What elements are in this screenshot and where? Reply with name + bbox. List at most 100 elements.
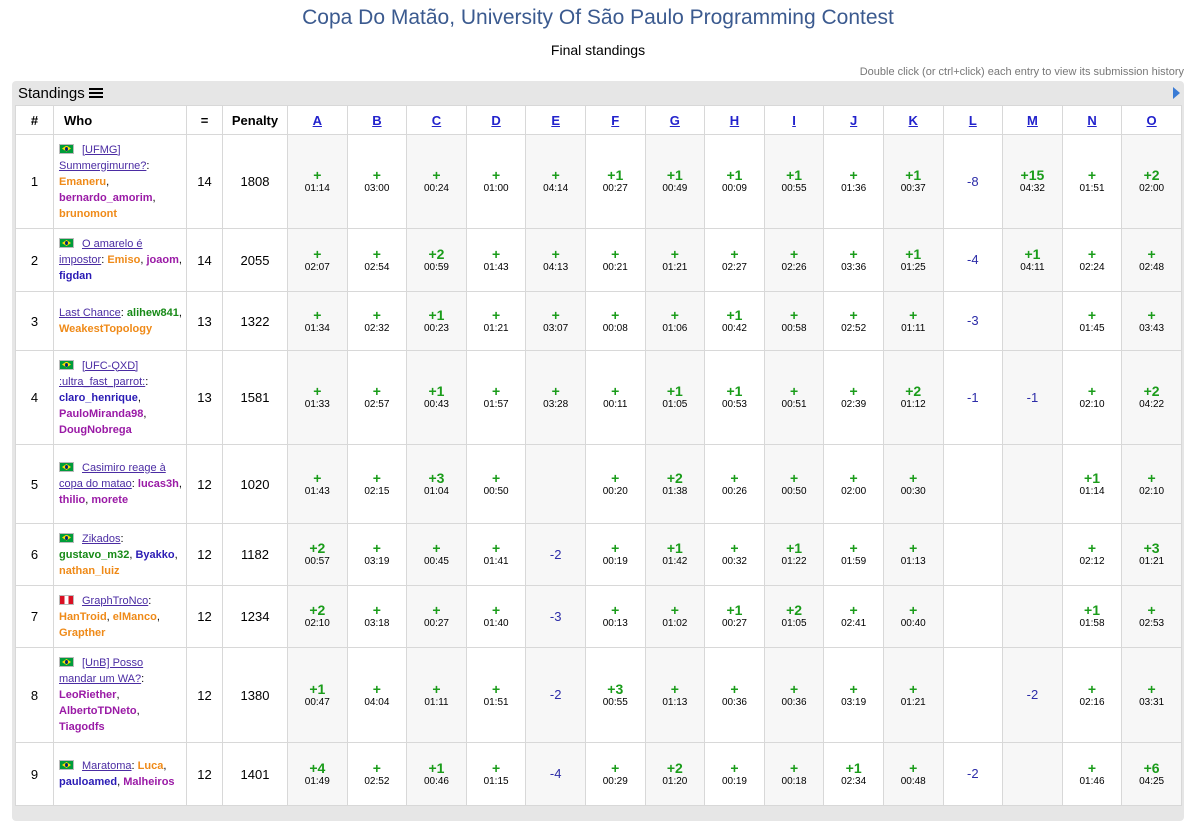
submission-entry[interactable]: +1 01:22 — [765, 541, 824, 568]
submission-entry[interactable]: +02:26 — [765, 246, 824, 274]
submission-entry[interactable]: +02:07 — [288, 246, 347, 274]
problem-link-n[interactable]: N — [1087, 112, 1097, 128]
submission-entry[interactable]: +01:14 — [288, 168, 347, 195]
problem-cell-e[interactable]: +04:14 — [525, 134, 586, 229]
member-handle[interactable]: Tiagodfs — [59, 721, 105, 733]
problem-cell-a[interactable]: +01:43 — [287, 444, 348, 524]
submission-entry[interactable]: +04:13 — [526, 246, 585, 274]
submission-entry[interactable]: +01:06 — [646, 307, 705, 335]
submission-entry[interactable]: +03:07 — [526, 307, 585, 335]
submission-entry[interactable]: +3 00:55 — [586, 681, 645, 709]
problem-cell-h[interactable]: +1 00:27 — [704, 585, 765, 648]
table-row[interactable]: 6 Zikados: gustavo_m32, Byakko, nathan_lu… — [15, 523, 1182, 586]
problem-cell-c[interactable]: +2 00:59 — [406, 228, 467, 292]
problem-cell-j[interactable]: +02:00 — [823, 444, 884, 524]
submission-entry[interactable]: +00:19 — [705, 760, 764, 788]
problem-cell-c[interactable]: +00:27 — [406, 585, 467, 648]
submission-entry[interactable]: +02:41 — [824, 603, 883, 630]
problem-cell-h[interactable]: +00:32 — [704, 523, 765, 586]
problem-cell-d[interactable]: +01:41 — [465, 523, 527, 586]
problem-cell-g[interactable]: +01:13 — [644, 647, 706, 743]
problem-cell-i[interactable]: +1 01:22 — [763, 523, 825, 586]
submission-entry[interactable]: +01:40 — [467, 603, 526, 630]
submission-entry[interactable]: +00:27 — [407, 603, 466, 630]
problem-cell-e[interactable]: +03:28 — [525, 350, 586, 445]
submission-entry[interactable]: +2 00:59 — [407, 246, 466, 274]
problem-cell-i[interactable]: +00:36 — [763, 647, 825, 743]
problem-cell-b[interactable]: +02:52 — [346, 742, 408, 806]
submission-entry[interactable]: +01:45 — [1063, 307, 1122, 335]
problem-cell-e[interactable] — [525, 444, 586, 524]
member-handle[interactable]: pauloamed — [59, 776, 118, 788]
problem-link-k[interactable]: K — [908, 112, 918, 128]
member-handle[interactable]: HanTroid — [59, 610, 107, 623]
problem-cell-h[interactable]: +1 00:09 — [704, 134, 765, 229]
problem-cell-g[interactable]: +2 01:20 — [644, 742, 706, 806]
expand-arrow-icon[interactable] — [1173, 87, 1180, 99]
submission-entry[interactable]: +2 02:00 — [1122, 168, 1181, 195]
submission-entry[interactable]: +00:19 — [586, 541, 645, 568]
problem-cell-a[interactable]: +01:34 — [287, 291, 348, 351]
team-name-link[interactable]: [UFMG] Summergimurne? — [59, 143, 147, 172]
problem-cell-d[interactable]: +01:00 — [465, 134, 527, 229]
submission-entry[interactable]: -2 — [526, 548, 585, 561]
problem-cell-g[interactable]: +01:06 — [644, 291, 706, 351]
submission-entry[interactable]: +00:26 — [705, 470, 764, 498]
team-name-link[interactable]: Maratoma — [82, 760, 132, 772]
problem-cell-k[interactable]: +00:48 — [882, 742, 944, 806]
problem-link-o[interactable]: O — [1146, 112, 1157, 128]
problem-cell-d[interactable]: +01:57 — [465, 350, 527, 445]
problem-cell-a[interactable]: +2 00:57 — [287, 523, 348, 586]
member-handle[interactable]: PauloMiranda98 — [59, 407, 144, 420]
problem-cell-i[interactable]: +00:51 — [763, 350, 825, 445]
problem-cell-c[interactable]: +1 00:23 — [406, 291, 467, 351]
submission-entry[interactable]: +01:13 — [646, 681, 705, 709]
submission-entry[interactable]: +02:10 — [1122, 470, 1181, 498]
problem-cell-d[interactable]: +01:15 — [465, 742, 527, 806]
problem-cell-c[interactable]: +1 00:43 — [406, 350, 467, 445]
problem-cell-f[interactable]: +00:11 — [584, 350, 646, 445]
submission-entry[interactable]: +1 02:34 — [824, 760, 883, 788]
submission-entry[interactable]: +03:19 — [348, 541, 407, 568]
submission-entry[interactable]: +01:34 — [288, 307, 347, 335]
problem-cell-b[interactable]: +03:00 — [346, 134, 408, 229]
problem-cell-k[interactable]: +01:13 — [882, 523, 944, 586]
problem-cell-h[interactable]: +00:26 — [704, 444, 765, 524]
submission-entry[interactable]: -2 — [944, 767, 1003, 780]
submission-entry[interactable]: +03:19 — [824, 681, 883, 709]
problem-cell-c[interactable]: +3 01:04 — [406, 444, 467, 524]
problem-cell-b[interactable]: +02:15 — [346, 444, 408, 524]
problem-cell-b[interactable]: +02:54 — [346, 228, 408, 292]
submission-entry[interactable]: +01:46 — [1063, 760, 1122, 788]
submission-entry[interactable]: +02:00 — [824, 470, 883, 498]
submission-entry[interactable]: +01:51 — [1063, 168, 1122, 195]
submission-entry[interactable]: +02:52 — [824, 307, 883, 335]
problem-cell-m[interactable]: -2 — [1002, 647, 1063, 743]
submission-entry[interactable]: +1 00:53 — [705, 384, 764, 411]
problem-cell-j[interactable]: +01:59 — [823, 523, 884, 586]
problem-cell-i[interactable]: +02:26 — [763, 228, 825, 292]
submission-entry[interactable]: +01:21 — [646, 246, 705, 274]
submission-entry[interactable]: +00:29 — [586, 760, 645, 788]
problem-cell-j[interactable]: +03:36 — [823, 228, 884, 292]
member-handle[interactable]: morete — [91, 494, 129, 506]
member-handle[interactable]: gustavo_m32 — [59, 548, 130, 561]
submission-entry[interactable]: +03:43 — [1122, 307, 1181, 335]
problem-cell-l[interactable] — [942, 523, 1004, 586]
problem-cell-f[interactable]: +00:13 — [584, 585, 646, 648]
submission-entry[interactable]: +03:31 — [1122, 681, 1181, 709]
table-row[interactable]: 9 Maratoma: Luca, pauloamed, Malheiros 12 1… — [15, 742, 1182, 806]
team-name-link[interactable]: Last Chance — [59, 307, 121, 319]
problem-cell-d[interactable]: +01:43 — [465, 228, 527, 292]
submission-entry[interactable]: +3 01:04 — [407, 470, 466, 498]
submission-entry[interactable]: +02:48 — [1122, 246, 1181, 274]
submission-entry[interactable]: +1 01:58 — [1063, 603, 1122, 630]
submission-entry[interactable]: -8 — [944, 175, 1003, 188]
submission-entry[interactable]: +1 00:46 — [407, 760, 466, 788]
problem-cell-o[interactable]: +02:10 — [1121, 444, 1182, 524]
submission-entry[interactable]: +1 00:55 — [765, 168, 824, 195]
problem-cell-h[interactable]: +00:36 — [704, 647, 765, 743]
problem-cell-l[interactable]: -1 — [942, 350, 1004, 445]
member-handle[interactable]: brunomont — [59, 207, 118, 220]
member-handle[interactable]: Byakko — [135, 548, 175, 561]
